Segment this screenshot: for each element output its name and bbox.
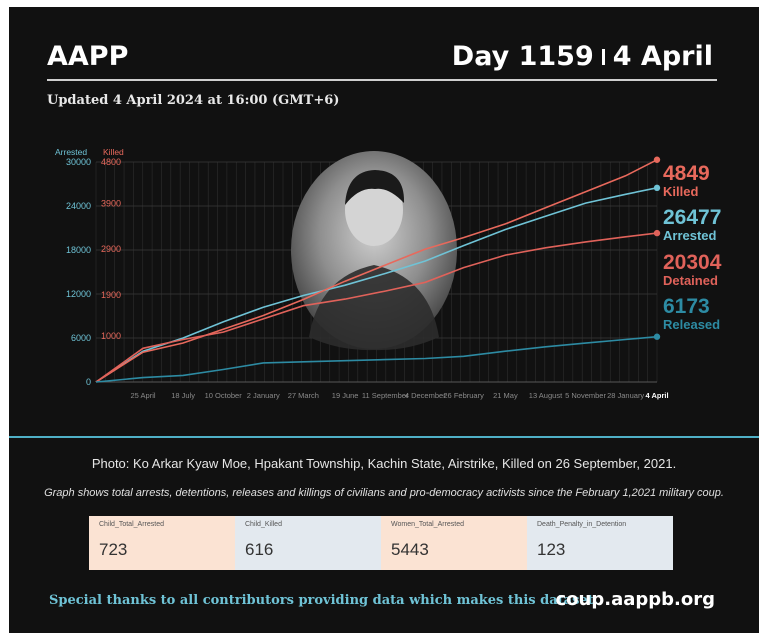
end-value-detained: 20304 (663, 251, 722, 274)
stat-label: Death_Penalty_in_Detention (537, 521, 627, 528)
casualty-line-chart: 0 6000 12000 18000 24000 30000 1000 1900 2900 390… (55, 147, 722, 400)
x-tick-label: 27 March (288, 391, 319, 400)
right-tick-label: 1000 (101, 331, 121, 341)
x-tick-label: 13 August (529, 391, 563, 400)
series-endpoint-released (653, 333, 661, 340)
x-tick-label: 26 February (443, 391, 484, 400)
left-tick-label: 0 (86, 377, 91, 387)
stat-card: Child_Killed 616 (235, 516, 381, 570)
day-separator (601, 48, 605, 65)
x-tick-label: 21 May (493, 391, 518, 400)
day-label: Day 1159 (451, 41, 594, 72)
chart-description: Graph shows total arrests, detentions, r… (44, 487, 724, 499)
stat-label: Women_Total_Arrested (391, 521, 465, 528)
stat-label: Child_Total_Arrested (99, 521, 164, 528)
end-name-detained: Detained (663, 273, 718, 288)
date-label: 4 April (612, 41, 713, 72)
left-tick-label: 12000 (66, 289, 91, 299)
end-value-arrested: 26477 (663, 206, 721, 229)
series-endpoint-killed (653, 156, 661, 163)
x-tick-label: 28 January (607, 391, 644, 400)
left-axis-label: Arrested (55, 147, 87, 157)
series-line-killed (95, 159, 658, 383)
updated-timestamp: Updated 4 April 2024 at 16:00 (GMT+6) (47, 93, 340, 108)
series-endpoint-arrested (653, 184, 661, 192)
stat-label: Child_Killed (245, 521, 282, 528)
x-tick-label: 4 April (645, 391, 668, 400)
chart-grid (95, 161, 658, 383)
series-endpoint-detained (653, 229, 661, 237)
x-tick-label: 2 January (247, 391, 280, 400)
x-tick-label: 4 December (405, 391, 446, 400)
right-tick-label: 1900 (101, 290, 121, 300)
series-line-detained (95, 232, 658, 383)
stat-card: Child_Total_Arrested 723 (89, 516, 235, 570)
right-tick-label: 2900 (101, 244, 121, 254)
right-axis-label: Killed (103, 147, 124, 157)
thanks-note: Special thanks to all contributors provi… (49, 593, 599, 608)
right-tick-label: 4800 (101, 157, 121, 167)
x-tick-label: 11 September (362, 391, 409, 400)
stat-value: 616 (245, 540, 274, 559)
chart-axes: 0 6000 12000 18000 24000 30000 1000 1900 2900 390… (55, 147, 669, 400)
website-url[interactable]: coup.aappb.org (555, 589, 716, 610)
x-tick-label: 10 October (205, 391, 243, 400)
left-tick-label: 30000 (66, 157, 91, 167)
stat-value: 5443 (391, 540, 429, 559)
stat-card: Death_Penalty_in_Detention 123 (527, 516, 673, 570)
stat-value: 723 (99, 540, 128, 559)
x-tick-label: 5 November (565, 391, 606, 400)
x-tick-label: 25 April (131, 391, 156, 400)
left-tick-label: 24000 (66, 201, 91, 211)
day-counter: Day 1159 4 April (452, 41, 713, 72)
stat-value: 123 (537, 540, 566, 559)
end-name-released: Released (663, 317, 720, 332)
left-tick-label: 18000 (66, 245, 91, 255)
victim-photo (291, 151, 457, 351)
end-name-arrested: Arrested (663, 228, 717, 243)
end-name-killed: Killed (663, 184, 698, 199)
left-tick-label: 6000 (71, 333, 91, 343)
x-tick-label: 19 June (332, 391, 359, 400)
photo-caption: Photo: Ko Arkar Kyaw Moe, Hpakant Townsh… (91, 456, 677, 471)
stat-card: Women_Total_Arrested 5443 (381, 516, 527, 570)
end-value-released: 6173 (663, 295, 710, 318)
infographic-card: AAPP Day 1159 4 April Updated 4 April 202… (9, 7, 759, 633)
header-rule (47, 79, 717, 81)
right-tick-label: 3900 (101, 198, 121, 208)
stats-row: Child_Total_Arrested 723 Child_Killed 61… (89, 516, 673, 570)
section-divider (9, 436, 759, 438)
x-tick-label: 18 July (171, 391, 195, 400)
series-line-released (95, 335, 658, 383)
chart-series (95, 156, 661, 383)
page-title: AAPP (47, 41, 129, 72)
end-value-killed: 4849 (663, 162, 710, 185)
series-line-arrested (95, 187, 658, 383)
person-silhouette-hair (345, 170, 405, 205)
